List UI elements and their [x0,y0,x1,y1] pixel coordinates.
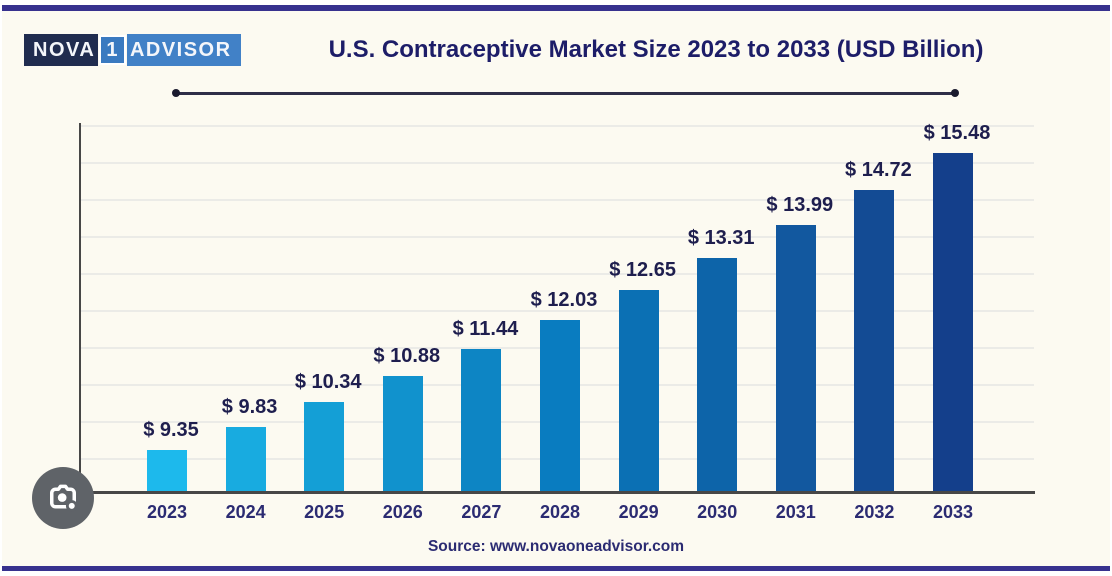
bar-2032 [854,189,895,491]
gridline [80,236,1034,238]
gridline [80,199,1034,201]
logo-text-advisor: ADVISOR [126,34,241,66]
x-axis-tick-label: 2033 [932,502,974,522]
camera-lens-icon [43,478,83,518]
bar-2031 [775,225,816,491]
bar-2024 [225,426,266,491]
nova-one-advisor-logo: NOVA 1 ADVISOR [24,34,241,66]
bar-2029 [618,290,659,491]
underline-left-dot-icon [172,89,180,97]
bar-value-label: $ 13.31 [687,227,755,250]
bar-2026 [382,375,423,491]
chart-title: U.S. Contraceptive Market Size 2023 to 2… [328,36,984,63]
bar-value-label: $ 9.83 [221,395,278,418]
source-text: Source: www.novaoneadvisor.com [427,538,685,555]
title-underline [172,89,959,97]
x-axis-tick-label: 2027 [461,502,502,522]
bar-value-label: $ 11.44 [452,317,519,340]
bar-2030 [697,258,738,491]
x-axis-tick-label: 2029 [618,502,659,522]
x-axis-tick-label: 2025 [304,502,345,522]
x-axis-line [79,491,1035,494]
bar-value-label: $ 10.34 [294,370,362,393]
gridline [80,125,1034,127]
bar-2028 [540,320,580,491]
y-axis-line [79,123,81,493]
logo-text-one: 1 [99,35,126,65]
bar-value-label: $ 13.99 [766,194,834,217]
x-axis-tick-label: 2023 [146,502,188,522]
gridline [80,162,1034,164]
bar-value-label: $ 14.72 [845,158,912,181]
x-axis-tick-label: 2026 [382,502,423,522]
bar-2025 [304,401,345,491]
bar-2023 [147,449,187,491]
bar-value-label: $ 15.48 [923,122,991,145]
gridline [80,310,1034,312]
bar-2027 [461,348,502,491]
logo-text-nova: NOVA [24,34,99,66]
bar-value-label: $ 12.03 [530,289,598,312]
gridline [80,273,1034,275]
x-axis-tick-label: 2032 [854,502,895,522]
x-axis-tick-label: 2028 [539,502,581,522]
x-axis-tick-label: 2024 [225,502,266,522]
bar-value-label: $ 9.35 [143,418,199,441]
underline-right-dot-icon [951,89,959,97]
x-axis-tick-label: 2031 [775,502,816,522]
bar-value-label: $ 12.65 [609,259,676,282]
bar-value-label: $ 10.88 [373,344,441,367]
x-axis-tick-label: 2030 [697,502,738,522]
search-by-image-button[interactable] [32,467,94,529]
bar-2033 [933,153,973,491]
